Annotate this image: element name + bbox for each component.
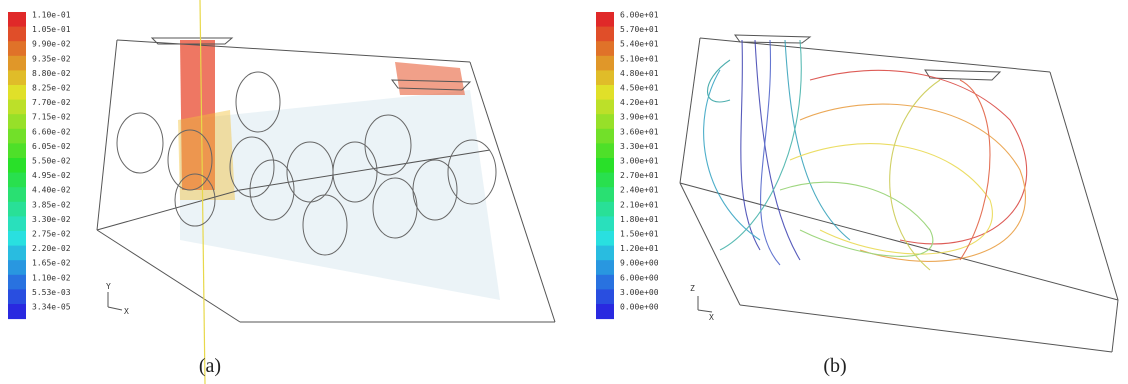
colorbar-label: 3.00e+00 <box>620 288 659 297</box>
colorbar-label: 3.85e-02 <box>32 200 71 209</box>
colorbar-swatch <box>596 27 614 42</box>
colorbar-label: 1.50e+01 <box>620 230 659 239</box>
axis-label: Y <box>106 282 111 291</box>
colorbar-label: 2.10e+01 <box>620 200 659 209</box>
colorbar-label: 1.10e-02 <box>32 273 71 282</box>
colorbar-label: 6.00e+01 <box>620 11 659 20</box>
colorbar-swatch <box>8 202 26 217</box>
colorbar-swatch <box>8 304 26 319</box>
panel-a-drawing <box>97 0 555 384</box>
colorbar-swatch <box>8 27 26 42</box>
colorbar-swatch <box>8 12 26 27</box>
colorbar-label: 6.00e+00 <box>620 273 659 282</box>
colorbar-label: 2.70e+01 <box>620 171 659 180</box>
colorbar-swatch <box>8 187 26 202</box>
colorbar-swatch <box>8 158 26 173</box>
colorbar-swatch <box>8 56 26 71</box>
colorbar-label: 3.00e+01 <box>620 157 659 166</box>
colorbar-label: 3.90e+01 <box>620 113 659 122</box>
colorbar-swatch <box>596 12 614 27</box>
colorbar-label: 4.50e+01 <box>620 84 659 93</box>
colorbar-label: 4.40e-02 <box>32 186 71 195</box>
colorbar-label: 7.15e-02 <box>32 113 71 122</box>
jet-edge <box>178 110 235 200</box>
colorbar-label: 2.20e-02 <box>32 244 71 253</box>
colorbar-label: 1.80e+01 <box>620 215 659 224</box>
colorbar-label: 1.05e-01 <box>32 25 71 34</box>
colorbar-swatch <box>596 85 614 100</box>
colorbar-swatch <box>8 85 26 100</box>
colorbar-label: 6.05e-02 <box>32 142 71 151</box>
colorbar-swatch <box>8 260 26 275</box>
figure: 1.10e-01 1.05e-01 9.90e-02 9.35e-02 8.80e-02… <box>0 0 1128 384</box>
colorbar-label: 9.00e+00 <box>620 259 659 268</box>
colorbar-swatch <box>8 246 26 261</box>
colorbar-swatch <box>596 158 614 173</box>
colorbar-label: 4.80e+01 <box>620 69 659 78</box>
colorbar-swatch <box>596 202 614 217</box>
colorbar-label: 5.53e-03 <box>32 288 71 297</box>
colorbar-swatch <box>8 216 26 231</box>
colorbar-swatch <box>596 129 614 144</box>
colorbar-swatch <box>596 289 614 304</box>
colorbar-swatch <box>596 143 614 158</box>
axis-label: Z <box>690 284 695 293</box>
colorbar-label: 2.40e+01 <box>620 186 659 195</box>
colorbar-swatch <box>8 275 26 290</box>
colorbar-label: 9.90e-02 <box>32 40 71 49</box>
colorbar-label: 9.35e-02 <box>32 54 71 63</box>
axis-label: X <box>709 313 714 322</box>
colorbar-swatch <box>596 260 614 275</box>
colorbar-label: 4.20e+01 <box>620 98 659 107</box>
panel-caption: (b) <box>823 355 846 377</box>
colorbar-label: 5.10e+01 <box>620 54 659 63</box>
colorbar-swatch <box>596 246 614 261</box>
colorbar-swatch <box>8 129 26 144</box>
colorbar-label: 0.00e+00 <box>620 303 659 312</box>
colorbar-swatch <box>8 114 26 129</box>
colorbar-label: 7.70e-02 <box>32 98 71 107</box>
colorbar-label: 1.10e-01 <box>32 11 71 20</box>
colorbar-swatch <box>8 231 26 246</box>
colorbar-swatch <box>8 100 26 115</box>
colorbar-label: 5.70e+01 <box>620 25 659 34</box>
colorbar-label: 2.75e-02 <box>32 230 71 239</box>
colorbar-label: 1.20e+01 <box>620 244 659 253</box>
colorbar-swatch <box>8 289 26 304</box>
colorbar-swatch <box>8 70 26 85</box>
colorbar-label: 6.60e-02 <box>32 127 71 136</box>
panel-b-drawing <box>680 35 1118 352</box>
colorbar-swatch <box>596 114 614 129</box>
colorbar-swatch <box>8 173 26 188</box>
colorbar-label: 5.50e-02 <box>32 157 71 166</box>
colorbar-label: 5.40e+01 <box>620 40 659 49</box>
colorbar-swatch <box>596 304 614 319</box>
colorbar-label: 3.60e+01 <box>620 127 659 136</box>
colorbar-label: 3.34e-05 <box>32 303 71 312</box>
colorbar-swatch <box>596 56 614 71</box>
colorbar-swatch <box>596 70 614 85</box>
colorbar-label: 8.80e-02 <box>32 69 71 78</box>
colorbar-label: 1.65e-02 <box>32 259 71 268</box>
panel-caption: (a) <box>199 355 221 377</box>
colorbar-swatch <box>596 275 614 290</box>
colorbar-swatch <box>8 41 26 56</box>
colorbar-swatch <box>596 216 614 231</box>
axis-label: X <box>124 307 129 316</box>
colorbar-swatch <box>596 187 614 202</box>
colorbar-swatch <box>596 173 614 188</box>
colorbar-swatch <box>596 41 614 56</box>
colorbar-swatch <box>596 231 614 246</box>
colorbar-label: 3.30e-02 <box>32 215 71 224</box>
colorbar-label: 3.30e+01 <box>620 142 659 151</box>
colorbar-label: 4.95e-02 <box>32 171 71 180</box>
colorbar-label: 8.25e-02 <box>32 84 71 93</box>
colorbar-swatch <box>596 100 614 115</box>
colorbar-swatch <box>8 143 26 158</box>
